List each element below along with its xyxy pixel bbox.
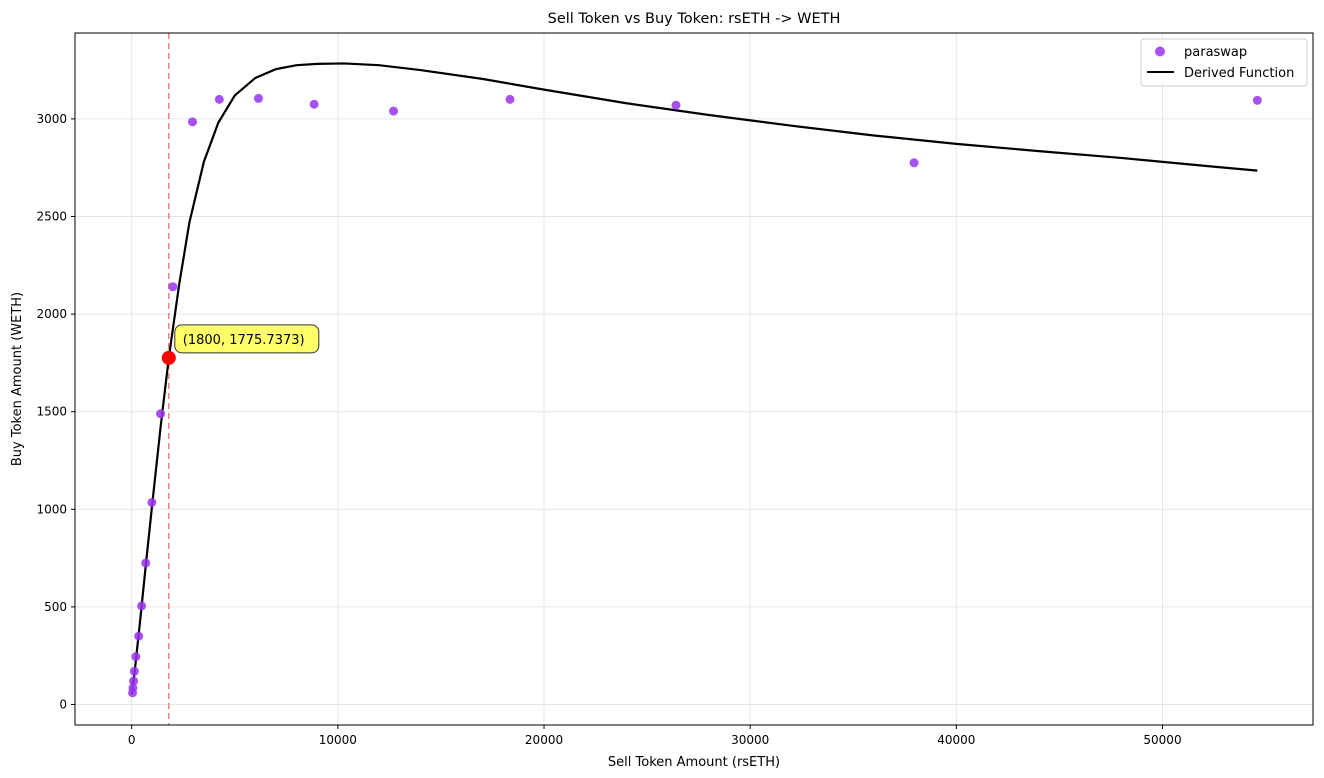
- scatter-point: [505, 94, 515, 104]
- scatter-point: [909, 158, 919, 168]
- y-tick-label: 1500: [36, 405, 67, 419]
- scatter-point: [137, 601, 147, 611]
- y-tick-label: 3000: [36, 112, 67, 126]
- legend-label-derived-function: Derived Function: [1184, 66, 1294, 81]
- x-tick-label: 20000: [525, 733, 563, 747]
- annotation-label: (1800, 1775.7373): [183, 333, 305, 348]
- x-tick-label: 40000: [937, 733, 975, 747]
- y-tick-label: 1000: [36, 502, 67, 516]
- y-tick-label: 2500: [36, 209, 67, 223]
- derived-function-line-layer: [130, 62, 1258, 695]
- scatter-point: [147, 497, 157, 507]
- legend-label-paraswap: paraswap: [1184, 45, 1247, 60]
- y-axis-ticks: 0 500 1000 1500 2000 2500 3000: [36, 112, 75, 712]
- scatter-point: [168, 282, 178, 292]
- scatter-point: [389, 106, 399, 116]
- x-axis-label: Sell Token Amount (rsETH): [608, 755, 780, 770]
- scatter-point: [156, 409, 166, 419]
- y-tick-label: 2000: [36, 307, 67, 321]
- scatter-point: [129, 666, 139, 676]
- y-axis-label: Buy Token Amount (WETH): [10, 292, 25, 466]
- derived-function-line: [130, 62, 1258, 695]
- scatter-point: [1252, 95, 1262, 105]
- chart-title: Sell Token vs Buy Token: rsETH -> WETH: [548, 11, 841, 27]
- scatter-point: [128, 683, 138, 693]
- legend: paraswap Derived Function: [1140, 38, 1308, 87]
- scatter-point: [134, 631, 144, 641]
- scatter-point: [188, 117, 198, 127]
- legend-marker-paraswap: [1155, 46, 1165, 57]
- y-tick-label: 500: [44, 600, 67, 614]
- x-tick-label: 0: [128, 733, 136, 747]
- scatter-points: [128, 93, 1262, 698]
- y-tick-label: 0: [59, 698, 67, 712]
- scatter-point: [141, 558, 151, 568]
- scatter-point: [253, 93, 263, 103]
- scatter-point: [131, 652, 141, 662]
- scatter-point: [309, 99, 319, 109]
- plot-frame: [74, 32, 1314, 726]
- x-tick-label: 50000: [1143, 733, 1181, 747]
- x-axis-ticks: 0 10000 20000 30000 40000 50000: [128, 725, 1182, 747]
- grid: [75, 33, 1313, 725]
- legend-box: [1140, 38, 1308, 87]
- scatter-point: [671, 100, 681, 110]
- x-tick-label: 10000: [319, 733, 357, 747]
- annotation: (1800, 1775.7373): [174, 324, 320, 354]
- highlight-point: [161, 350, 176, 365]
- highlight-layer: [161, 350, 176, 365]
- x-tick-label: 30000: [731, 733, 769, 747]
- annotation-box: [174, 324, 320, 354]
- scatter-point: [129, 676, 139, 686]
- scatter-point: [214, 94, 224, 104]
